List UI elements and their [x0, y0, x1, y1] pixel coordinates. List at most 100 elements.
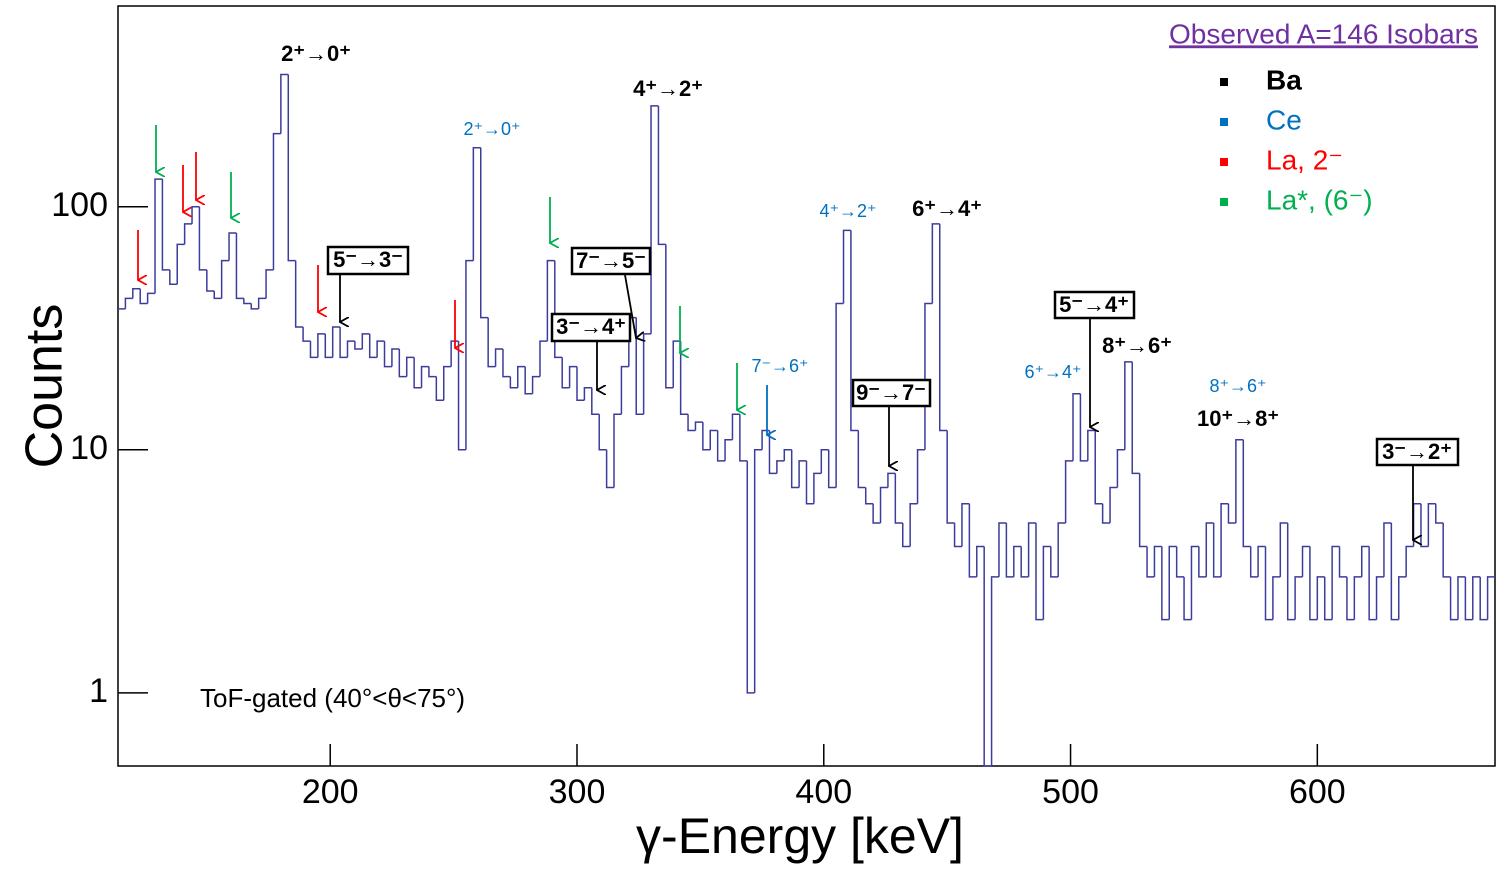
bin — [132, 287, 141, 299]
bin — [1435, 503, 1444, 524]
bin — [368, 333, 378, 359]
bin — [739, 414, 748, 462]
bin — [939, 223, 948, 432]
bin — [183, 223, 193, 245]
bin — [813, 472, 822, 504]
bin — [1294, 576, 1303, 620]
legend-label: Ce — [1266, 104, 1302, 135]
bin — [887, 472, 896, 488]
bin — [983, 546, 992, 767]
bin — [169, 269, 178, 285]
x-tick-label: 200 — [302, 773, 359, 811]
bin — [1346, 576, 1355, 621]
bin — [383, 341, 392, 368]
bin — [1405, 545, 1414, 577]
x-tick-label: 300 — [549, 773, 606, 811]
bin — [376, 340, 385, 358]
bin — [1242, 439, 1251, 548]
bin — [405, 356, 415, 377]
annotation: 2⁺→0⁺ — [281, 41, 351, 66]
bin — [243, 298, 252, 305]
bin — [146, 292, 156, 304]
bin — [568, 365, 577, 388]
legend-swatch — [1220, 198, 1228, 206]
bin — [1020, 546, 1029, 578]
bin — [531, 375, 540, 394]
annotation: 10⁺→8⁺ — [1197, 406, 1279, 431]
bin — [620, 365, 629, 415]
annotation: 7⁻→5⁻ — [576, 248, 646, 273]
bin — [1368, 546, 1377, 621]
bin — [591, 387, 600, 416]
annotation-box — [570, 246, 652, 276]
bin — [1383, 522, 1392, 577]
annotation: 7⁻→6⁺ — [751, 356, 808, 376]
bin — [1131, 361, 1140, 475]
bin — [783, 449, 792, 461]
bin — [213, 291, 222, 300]
y-tick-label: 1 — [89, 672, 108, 710]
x-tick-label: 400 — [795, 773, 852, 811]
bin — [1064, 460, 1074, 523]
bin — [605, 449, 615, 489]
x-tick-label: 500 — [1042, 773, 1099, 811]
bin — [961, 502, 970, 547]
bin — [346, 340, 355, 358]
bin — [909, 502, 918, 547]
bin — [657, 105, 666, 246]
bin — [324, 333, 333, 359]
legend-swatch — [1220, 158, 1228, 166]
bin — [1331, 545, 1340, 620]
bin — [1353, 576, 1362, 620]
bin — [124, 297, 133, 309]
bin — [709, 429, 718, 450]
annotation: 5⁻→3⁻ — [333, 247, 403, 272]
bin — [1264, 546, 1273, 621]
bin — [1190, 545, 1199, 620]
annotations: 2⁺→0⁺ 4⁺→2⁺ 6⁺→4⁺ 8⁺→6⁺ 10⁺→8⁺ 2⁺→0⁺ 4⁺→… — [281, 41, 1460, 467]
bin — [339, 327, 348, 359]
bin — [716, 430, 726, 462]
bin — [1442, 522, 1451, 578]
bin — [442, 365, 452, 401]
bin — [583, 387, 592, 401]
bin — [1272, 576, 1281, 620]
bin — [1116, 449, 1125, 488]
bin — [842, 229, 851, 304]
annotation-box — [851, 378, 932, 408]
bin — [235, 232, 244, 300]
bin — [1124, 361, 1133, 450]
legend-label: La, 2⁻ — [1266, 144, 1343, 175]
bin — [1479, 576, 1488, 621]
annotation: 5⁻→4⁺ — [1059, 292, 1129, 317]
bin — [990, 576, 999, 766]
bin — [1286, 522, 1296, 621]
legend-label: La*, (6⁻) — [1266, 184, 1373, 215]
bin — [302, 327, 311, 342]
bin — [768, 430, 777, 475]
bin — [1146, 546, 1155, 578]
bin — [687, 414, 696, 432]
bin — [1220, 502, 1229, 577]
bin — [976, 545, 985, 577]
bin — [1316, 576, 1325, 620]
bin — [524, 366, 533, 395]
bin — [1050, 546, 1059, 578]
bin — [139, 288, 148, 305]
bin — [1457, 576, 1466, 620]
bin — [161, 179, 170, 271]
bin — [1398, 576, 1407, 620]
bin — [154, 178, 163, 294]
bin — [968, 503, 977, 578]
bin — [998, 522, 1007, 577]
bin — [487, 317, 496, 368]
bin — [1427, 502, 1436, 547]
y-tick-label: 10 — [70, 429, 108, 467]
bin — [672, 340, 681, 388]
annotation: 6⁺→4⁺ — [912, 196, 982, 221]
bin — [1420, 503, 1429, 548]
bin — [805, 460, 814, 505]
bin — [1205, 522, 1214, 577]
bin — [1464, 576, 1473, 621]
bin — [1168, 545, 1177, 620]
